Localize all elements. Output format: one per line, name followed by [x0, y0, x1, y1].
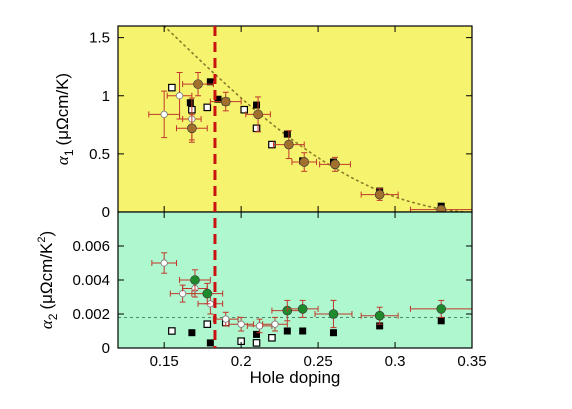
x-ticks: 0.15 0.2 0.25 0.3 0.35 [150, 26, 487, 370]
data-point [206, 339, 214, 347]
data-point [187, 123, 197, 134]
x-tick-label: 0.2 [231, 353, 252, 370]
data-point [220, 96, 231, 107]
top-y-tick-label: 1 [102, 88, 110, 105]
top-y-axis-label: α1(μΩcm/K) [53, 73, 76, 165]
data-point [206, 78, 214, 86]
data-point [299, 157, 310, 167]
data-point [283, 327, 291, 335]
svg-text:α1(μΩcm/K): α1(μΩcm/K) [53, 73, 76, 165]
bottom-y-tick-label: 0.002 [72, 306, 110, 323]
x-axis-label: Hole doping [250, 368, 341, 387]
data-point [374, 310, 385, 321]
data-point [252, 124, 261, 133]
data-point [190, 275, 200, 285]
data-point [186, 99, 194, 107]
data-point [299, 327, 307, 335]
top-panel-curve [163, 25, 466, 213]
data-point [237, 320, 245, 328]
data-point [188, 329, 196, 337]
data-point [222, 315, 230, 323]
data-point [253, 101, 261, 109]
top-y-ticks: 0 0.5 1 1.5 [89, 30, 472, 221]
data-point [202, 288, 213, 299]
bottom-panel-background [118, 212, 472, 348]
data-point [168, 83, 176, 92]
top-panel-background [118, 26, 472, 212]
data-point [376, 322, 384, 330]
data-point [436, 304, 447, 314]
data-point [271, 320, 279, 328]
top-y-tick-label: 0.5 [89, 146, 110, 163]
data-point [268, 334, 276, 342]
data-point [203, 320, 212, 329]
data-point [284, 139, 294, 150]
bottom-panel-marks [151, 252, 473, 347]
data-point [168, 327, 176, 335]
top-y-tick-label: 0 [102, 204, 110, 221]
data-point [329, 329, 337, 337]
data-point [330, 159, 340, 170]
bottom-y-tick-label: 0.006 [72, 238, 110, 255]
data-point [252, 339, 261, 347]
data-point [214, 95, 222, 103]
data-point [203, 103, 212, 112]
x-tick-label: 0.35 [457, 353, 486, 370]
data-point [328, 309, 339, 319]
data-point [175, 92, 184, 100]
guide-curve [163, 25, 466, 213]
data-point [374, 189, 385, 200]
data-point [253, 109, 263, 120]
top-y-tick-label: 1.5 [89, 30, 110, 47]
data-point [160, 110, 168, 118]
data-point [193, 79, 203, 89]
data-point [255, 322, 264, 330]
data-point [297, 304, 308, 314]
bottom-y-tick-label: 0 [102, 340, 110, 357]
data-point [160, 259, 168, 267]
data-point [240, 105, 249, 114]
x-tick-label: 0.3 [385, 353, 406, 370]
data-point [437, 317, 445, 325]
bottom-y-axis-label: α2(μΩcm/K2) [36, 231, 60, 329]
x-tick-label: 0.15 [150, 353, 179, 370]
x-tick-label: 0.25 [303, 353, 332, 370]
bottom-y-ticks: 0 0.002 0.004 0.006 [72, 238, 472, 357]
data-point [253, 330, 261, 338]
bottom-y-tick-label: 0.004 [72, 272, 110, 289]
svg-text:α2(μΩcm/K2): α2(μΩcm/K2) [36, 231, 60, 329]
data-point [283, 130, 291, 138]
